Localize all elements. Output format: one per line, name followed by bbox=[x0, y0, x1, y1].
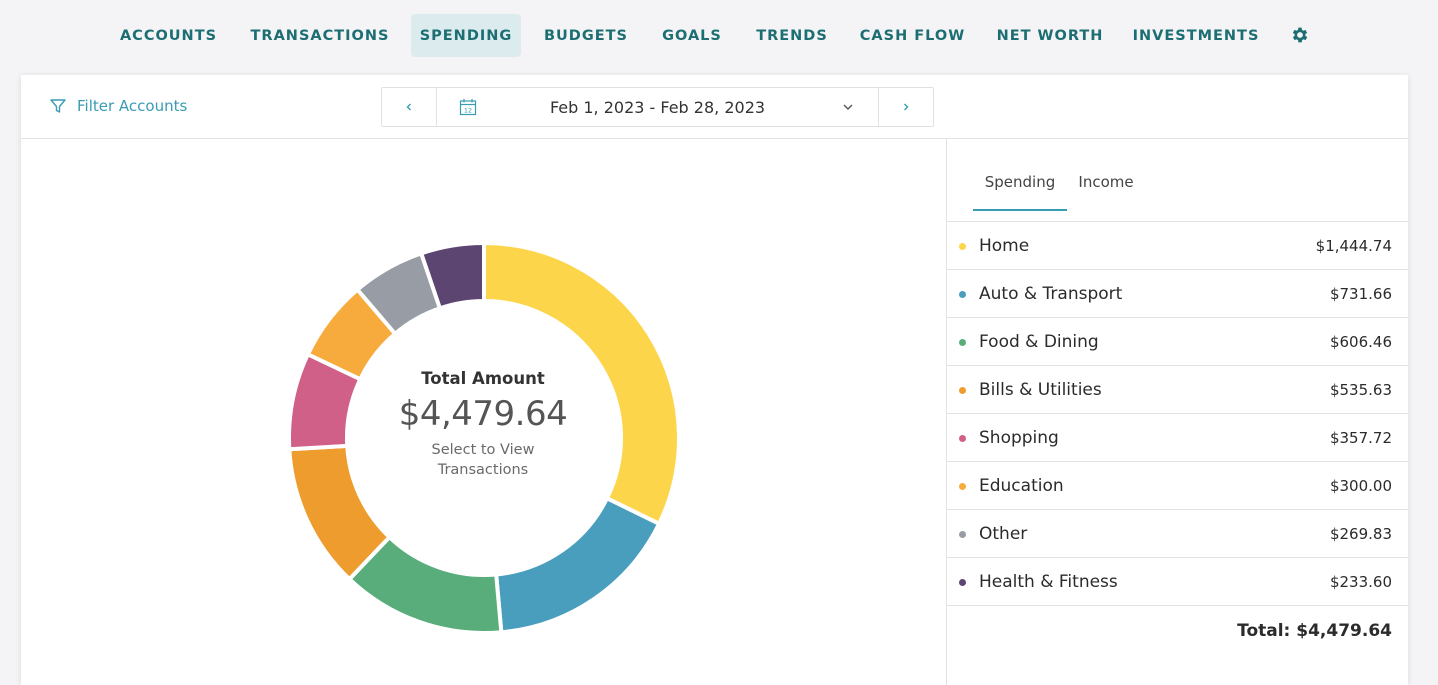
category-amount: $357.72 bbox=[1329, 429, 1392, 447]
category-row[interactable]: Shopping $357.72 bbox=[947, 414, 1409, 462]
category-amount: $233.60 bbox=[1329, 573, 1392, 591]
category-name: Home bbox=[979, 236, 1030, 256]
category-color-dot bbox=[959, 387, 966, 394]
nav-net-worth[interactable]: NET WORTH bbox=[996, 27, 1104, 44]
nav-accounts[interactable]: ACCOUNTS bbox=[119, 27, 218, 44]
category-color-dot bbox=[959, 579, 966, 586]
select-hint-line1: Select to View bbox=[431, 442, 535, 458]
nav-spending[interactable]: SPENDING bbox=[411, 14, 521, 57]
previous-period-button[interactable] bbox=[382, 88, 437, 126]
calendar-icon: 12 bbox=[459, 99, 477, 116]
date-range-select[interactable]: 12 Feb 1, 2023 - Feb 28, 2023 bbox=[437, 88, 878, 126]
category-name: Bills & Utilities bbox=[979, 380, 1102, 400]
nav-transactions[interactable]: TRANSACTIONS bbox=[250, 27, 390, 44]
nav-budgets[interactable]: BUDGETS bbox=[543, 27, 628, 44]
category-name: Food & Dining bbox=[979, 332, 1099, 352]
chevron-left-icon bbox=[406, 103, 411, 111]
nav-investments[interactable]: INVESTMENTS bbox=[1132, 27, 1260, 44]
breakdown-panel: Spending Income Home $1,444.74 Auto & Tran… bbox=[946, 139, 1409, 685]
category-color-dot bbox=[959, 243, 966, 250]
category-name: Other bbox=[979, 524, 1028, 544]
category-name: Shopping bbox=[979, 428, 1059, 448]
donut-slice-home[interactable] bbox=[482, 240, 681, 527]
top-nav: ACCOUNTS TRANSACTIONS SPENDING BUDGETS G… bbox=[0, 0, 1438, 72]
select-hint: Select to View Transactions bbox=[383, 440, 583, 480]
next-period-button[interactable] bbox=[878, 88, 933, 126]
category-amount: $731.66 bbox=[1329, 285, 1392, 303]
spending-card: Filter Accounts 12 Feb 1, 2023 - Feb 28,… bbox=[21, 75, 1409, 685]
category-name: Education bbox=[979, 476, 1064, 496]
category-color-dot bbox=[959, 339, 966, 346]
category-row[interactable]: Bills & Utilities $535.63 bbox=[947, 366, 1409, 414]
category-row[interactable]: Health & Fitness $233.60 bbox=[947, 558, 1409, 606]
category-color-dot bbox=[959, 291, 966, 298]
category-row[interactable]: Food & Dining $606.46 bbox=[947, 318, 1409, 366]
donut-center: Total Amount $4,479.64 Select to View Tr… bbox=[383, 369, 583, 480]
chart-area: Total Amount $4,479.64 Select to View Tr… bbox=[21, 139, 946, 685]
category-list: Home $1,444.74 Auto & Transport $731.66 Food… bbox=[947, 221, 1409, 606]
category-row[interactable]: Home $1,444.74 bbox=[947, 222, 1409, 270]
category-amount: $269.83 bbox=[1329, 525, 1392, 543]
select-hint-line2: Transactions bbox=[437, 462, 529, 478]
donut-slice-auto-transport[interactable] bbox=[494, 495, 662, 635]
filter-icon bbox=[50, 99, 66, 113]
date-range-text: Feb 1, 2023 - Feb 28, 2023 bbox=[549, 97, 766, 117]
category-name: Auto & Transport bbox=[979, 284, 1123, 304]
category-color-dot bbox=[959, 435, 966, 442]
category-name: Health & Fitness bbox=[979, 572, 1118, 592]
category-amount: $300.00 bbox=[1329, 477, 1392, 495]
category-row[interactable]: Education $300.00 bbox=[947, 462, 1409, 510]
category-row[interactable]: Other $269.83 bbox=[947, 510, 1409, 558]
category-color-dot bbox=[959, 483, 966, 490]
calendar-day-text: 12 bbox=[464, 106, 472, 114]
donut-slice-health-fitness[interactable] bbox=[418, 240, 486, 311]
nav-trends[interactable]: TRENDS bbox=[756, 27, 828, 44]
toolbar: Filter Accounts 12 Feb 1, 2023 - Feb 28,… bbox=[21, 75, 1408, 139]
category-row[interactable]: Auto & Transport $731.66 bbox=[947, 270, 1409, 318]
filter-accounts-button[interactable]: Filter Accounts bbox=[49, 94, 187, 118]
chevron-down-icon bbox=[843, 104, 853, 110]
category-color-dot bbox=[959, 531, 966, 538]
tab-spending[interactable]: Spending bbox=[973, 173, 1067, 211]
category-amount: $1,444.74 bbox=[1315, 237, 1392, 255]
filter-accounts-label: Filter Accounts bbox=[77, 97, 188, 115]
tab-income[interactable]: Income bbox=[1078, 173, 1134, 191]
date-range-picker: 12 Feb 1, 2023 - Feb 28, 2023 bbox=[381, 87, 934, 127]
spending-income-tabs: Spending Income bbox=[973, 173, 1145, 211]
category-amount: $606.46 bbox=[1329, 333, 1392, 351]
chevron-right-icon bbox=[904, 103, 909, 111]
total-amount-value: $4,479.64 bbox=[398, 394, 568, 434]
total-amount-title: Total Amount bbox=[421, 369, 545, 388]
total-label: Total: $4,479.64 bbox=[1237, 621, 1392, 641]
nav-goals[interactable]: GOALS bbox=[662, 27, 722, 44]
category-amount: $535.63 bbox=[1329, 381, 1392, 399]
spending-donut-chart bbox=[287, 240, 681, 635]
nav-cash-flow[interactable]: CASH FLOW bbox=[859, 27, 966, 44]
gear-icon[interactable] bbox=[1290, 24, 1310, 46]
